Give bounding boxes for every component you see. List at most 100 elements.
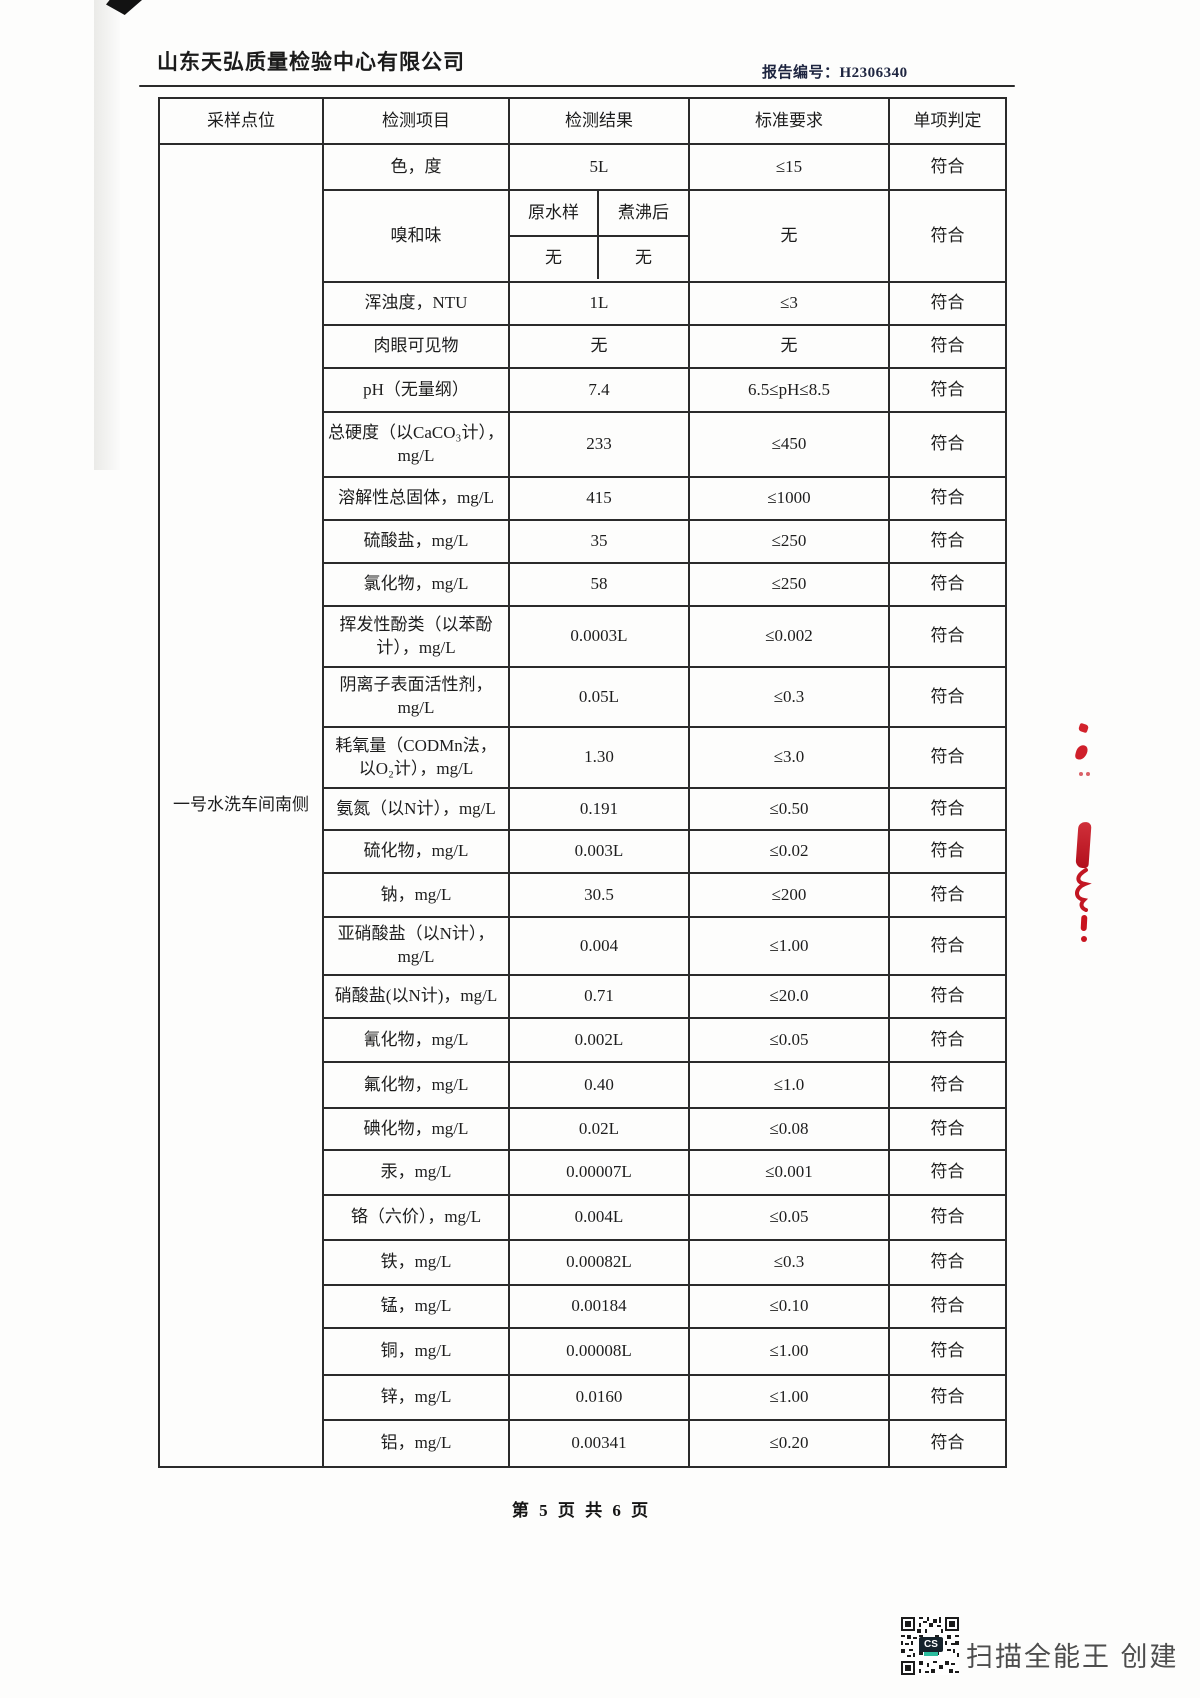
column-header: 检测项目 — [322, 97, 510, 145]
judgment-cell: 符合 — [888, 1107, 1007, 1151]
result-cell: 0.05L — [508, 666, 690, 728]
results-table-body: 一号水洗车间南侧 色，度 5L ≤15 符合 嗅和味 原水样 煮沸后无无无符合 浑浊度，NTU 1… — [158, 143, 1007, 1468]
result-cell: 0.00007L — [508, 1149, 690, 1196]
standard-cell: ≤0.05 — [688, 1017, 890, 1063]
judgment-cell: 符合 — [888, 974, 1007, 1019]
standard-cell: ≤1.0 — [688, 1061, 890, 1109]
table-row: 阴离子表面活性剂，mg/L 0.05L ≤0.3 符合 — [159, 666, 1007, 728]
result-cell: 0.71 — [508, 974, 690, 1019]
column-header: 单项判定 — [888, 97, 1007, 145]
result-cell: 35 — [508, 519, 690, 564]
red-ink-fragment — [1079, 772, 1083, 776]
table-row: 钠，mg/L 30.5 ≤200 符合 — [159, 872, 1007, 918]
result-cell: 415 — [508, 476, 690, 521]
item-cell: 钠，mg/L — [322, 872, 510, 918]
report-number-value: H2306340 — [839, 65, 908, 81]
item-cell: 亚硝酸盐（以N计），mg/L — [322, 916, 510, 976]
table-header-row: 采样点位 检测项目 检测结果 标准要求 单项判定 — [158, 97, 1007, 145]
item-cell: 阴离子表面活性剂，mg/L — [322, 666, 510, 728]
item-cell: 氰化物，mg/L — [322, 1017, 510, 1063]
result-cell: 0.02L — [508, 1107, 690, 1151]
result-cell: 0.00341 — [508, 1419, 690, 1468]
red-ink-fragment — [1086, 772, 1090, 776]
table-row: 亚硝酸盐（以N计），mg/L 0.004 ≤1.00 符合 — [159, 916, 1007, 976]
result-cell: 5L — [508, 143, 690, 191]
red-ink-fragment — [1081, 936, 1087, 942]
table-row: 铬（六价），mg/L 0.004L ≤0.05 符合 — [159, 1194, 1007, 1241]
split-sub-cell: 原水样 — [511, 192, 599, 237]
result-split-cell: 原水样 煮沸后无 无 — [508, 189, 690, 283]
standard-cell: ≤250 — [688, 562, 890, 607]
table-row: 一号水洗车间南侧 色，度 5L ≤15 符合 — [158, 143, 1007, 1468]
item-cell: 氯化物，mg/L — [322, 562, 510, 607]
result-cell: 0.00184 — [508, 1284, 690, 1329]
item-cell: 耗氧量（CODMn法，以O₂计），mg/L — [322, 726, 510, 789]
standard-cell: ≤0.002 — [688, 605, 890, 668]
table-row: 锰，mg/L 0.00184 ≤0.10 符合 — [159, 1284, 1007, 1329]
item-cell: 铜，mg/L — [322, 1327, 510, 1376]
judgment-cell: 符合 — [888, 872, 1007, 918]
standard-cell: ≤450 — [688, 411, 890, 478]
column-header: 标准要求 — [688, 97, 890, 145]
item-cell: 铬（六价），mg/L — [322, 1194, 510, 1241]
standard-cell: ≤0.001 — [688, 1149, 890, 1196]
item-cell: 硫化物，mg/L — [322, 829, 510, 874]
standard-cell: ≤20.0 — [688, 974, 890, 1019]
result-cell: 0.002L — [508, 1017, 690, 1063]
table-row: 肉眼可见物无无符合 — [159, 324, 1007, 369]
red-ink-fragment — [1075, 821, 1092, 869]
judgment-cell: 符合 — [888, 476, 1007, 521]
judgment-cell: 符合 — [888, 519, 1007, 564]
judgment-cell: 符合 — [888, 1149, 1007, 1196]
judgment-cell: 符合 — [888, 562, 1007, 607]
standard-cell: ≤250 — [688, 519, 890, 564]
table-row: pH（无量纲） 7.4 6.5≤pH≤8.5 符合 — [159, 367, 1007, 413]
judgment-cell: 符合 — [888, 189, 1007, 283]
judgment-cell: 符合 — [888, 1239, 1007, 1286]
result-cell: 0.00008L — [508, 1327, 690, 1376]
scan-edge-shadow — [94, 0, 120, 470]
item-cell: 嗅和味 — [322, 189, 510, 283]
red-ink-fragment — [1074, 743, 1089, 762]
judgment-cell: 符合 — [888, 829, 1007, 874]
table-row: 铁，mg/L 0.00082L ≤0.3 符合 — [159, 1239, 1007, 1286]
column-header: 检测结果 — [508, 97, 690, 145]
page-footer: 第 5 页 共 6 页 — [511, 1501, 652, 1520]
judgment-cell: 符合 — [888, 367, 1007, 413]
table-row: 浑浊度，NTU 1L ≤3 符合 — [159, 281, 1007, 326]
standard-cell: ≤200 — [688, 872, 890, 918]
table-row: 铜，mg/L 0.00008L ≤1.00 符合 — [159, 1327, 1007, 1376]
result-cell: 无 — [508, 324, 690, 369]
standard-cell: ≤1.00 — [688, 1327, 890, 1376]
item-cell: 色，度 — [322, 143, 510, 191]
result-cell: 0.191 — [508, 787, 690, 831]
table-row: 溶解性总固体，mg/L 415 ≤1000 符合 — [159, 476, 1007, 521]
split-sub-cell: 无 — [511, 237, 599, 279]
result-cell: 0.0003L — [508, 605, 690, 668]
item-cell: 肉眼可见物 — [322, 324, 510, 369]
result-cell: 0.00082L — [508, 1239, 690, 1286]
table-row: 氯化物，mg/L 58 ≤250 符合 — [159, 562, 1007, 607]
result-cell: 0.004 — [508, 916, 690, 976]
judgment-cell: 符合 — [888, 1374, 1007, 1421]
judgment-cell: 符合 — [888, 1061, 1007, 1109]
judgment-cell: 符合 — [888, 787, 1007, 831]
header-rule — [139, 85, 1015, 87]
judgment-cell: 符合 — [888, 324, 1007, 369]
standard-cell: ≤0.10 — [688, 1284, 890, 1329]
item-cell: 氨氮（以N计），mg/L — [322, 787, 510, 831]
item-cell: 挥发性酚类（以苯酚计），mg/L — [322, 605, 510, 668]
judgment-cell: 符合 — [888, 605, 1007, 668]
judgment-cell: 符合 — [888, 726, 1007, 789]
result-cell: 0.004L — [508, 1194, 690, 1241]
standard-cell: ≤0.50 — [688, 787, 890, 831]
scanner-caption: 扫描全能王 创建 — [966, 1642, 1179, 1672]
standard-cell: ≤1.00 — [688, 1374, 890, 1421]
item-cell: 浑浊度，NTU — [322, 281, 510, 326]
table-row: 硫化物，mg/L 0.003L ≤0.02 符合 — [159, 829, 1007, 874]
table-row: 氰化物，mg/L 0.002L ≤0.05 符合 — [159, 1017, 1007, 1063]
table-row: 碘化物，mg/L 0.02L ≤0.08 符合 — [159, 1107, 1007, 1151]
standard-cell: ≤0.3 — [688, 666, 890, 728]
report-number-label: 报告编号： — [762, 65, 840, 81]
standard-cell: 无 — [688, 189, 890, 283]
